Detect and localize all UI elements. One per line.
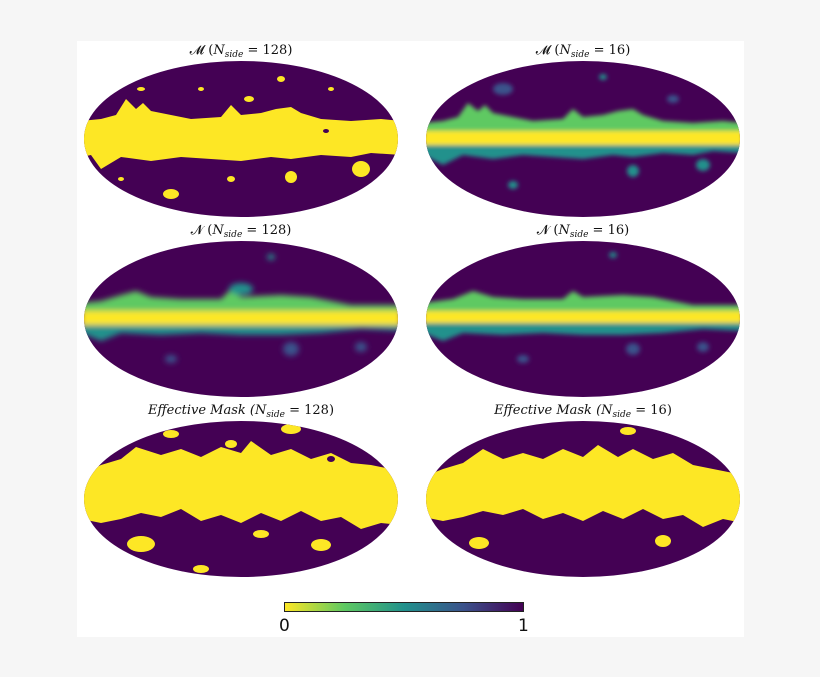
mollweide-map	[426, 421, 740, 577]
figure: 𝓜 (Nside = 128)	[77, 41, 744, 637]
title-sym: N	[601, 403, 613, 418]
panel-title: 𝓜 (Nside = 16)	[423, 41, 743, 61]
title-prefix: Effective Mask (	[147, 403, 255, 418]
mollweide-map	[84, 241, 398, 397]
title-val: 16	[650, 403, 667, 418]
title-suffix: )	[286, 223, 292, 238]
title-suffix: )	[624, 223, 630, 238]
title-sub: side	[569, 230, 589, 240]
title-suffix: )	[666, 403, 672, 418]
title-val: 128	[304, 403, 329, 418]
title-sym: N	[559, 43, 571, 58]
title-prefix: Effective Mask (	[494, 403, 602, 418]
title-eq: =	[631, 403, 651, 418]
panel-m-16: 𝓜 (Nside = 16)	[423, 41, 743, 221]
panel-n-16: 𝓝 (Nside = 16)	[423, 221, 743, 401]
title-sub: side	[223, 230, 243, 240]
mollweide-map	[426, 61, 740, 217]
title-sym: N	[255, 403, 267, 418]
mollweide-map	[426, 241, 740, 397]
title-val: 16	[608, 43, 626, 58]
title-val: 128	[261, 223, 287, 238]
colorbar-min-label: 0	[279, 616, 290, 636]
title-sub: side	[266, 410, 285, 420]
title-eq: =	[243, 43, 263, 58]
panel-m-128: 𝓜 (Nside = 128)	[81, 41, 401, 221]
panel-n-128: 𝓝 (Nside = 128)	[81, 221, 401, 401]
title-val: 128	[262, 43, 288, 58]
panel-effective-128: Effective Mask (Nside = 128)	[81, 401, 401, 581]
title-eq: =	[284, 403, 305, 418]
panel-effective-16: Effective Mask (Nside = 16)	[423, 401, 743, 581]
title-prefix: 𝓝 (	[536, 223, 559, 238]
title-sym: N	[558, 223, 570, 238]
title-suffix: )	[328, 403, 335, 418]
colorbar-max-label: 1	[518, 616, 529, 636]
title-suffix: )	[287, 43, 293, 58]
title-prefix: 𝓝 (	[190, 223, 213, 238]
title-val: 16	[607, 223, 625, 238]
panel-title: 𝓝 (Nside = 128)	[81, 221, 401, 241]
panel-title: 𝓝 (Nside = 16)	[423, 221, 743, 241]
title-eq: =	[588, 223, 608, 238]
title-prefix: 𝓜 (	[189, 43, 214, 58]
title-sub: side	[570, 50, 590, 60]
panel-title: 𝓜 (Nside = 128)	[81, 41, 401, 61]
title-sub: side	[612, 410, 632, 420]
mollweide-map	[84, 61, 398, 217]
panel-title: Effective Mask (Nside = 16)	[423, 401, 743, 421]
colorbar	[284, 602, 524, 612]
title-eq: =	[242, 223, 262, 238]
title-sub: side	[224, 50, 244, 60]
title-prefix: 𝓜 (	[535, 43, 560, 58]
title-sym: N	[213, 43, 225, 58]
panel-title: Effective Mask (Nside = 128)	[81, 401, 401, 421]
title-eq: =	[589, 43, 609, 58]
title-sym: N	[212, 223, 224, 238]
mollweide-map	[84, 421, 398, 577]
title-suffix: )	[625, 43, 631, 58]
